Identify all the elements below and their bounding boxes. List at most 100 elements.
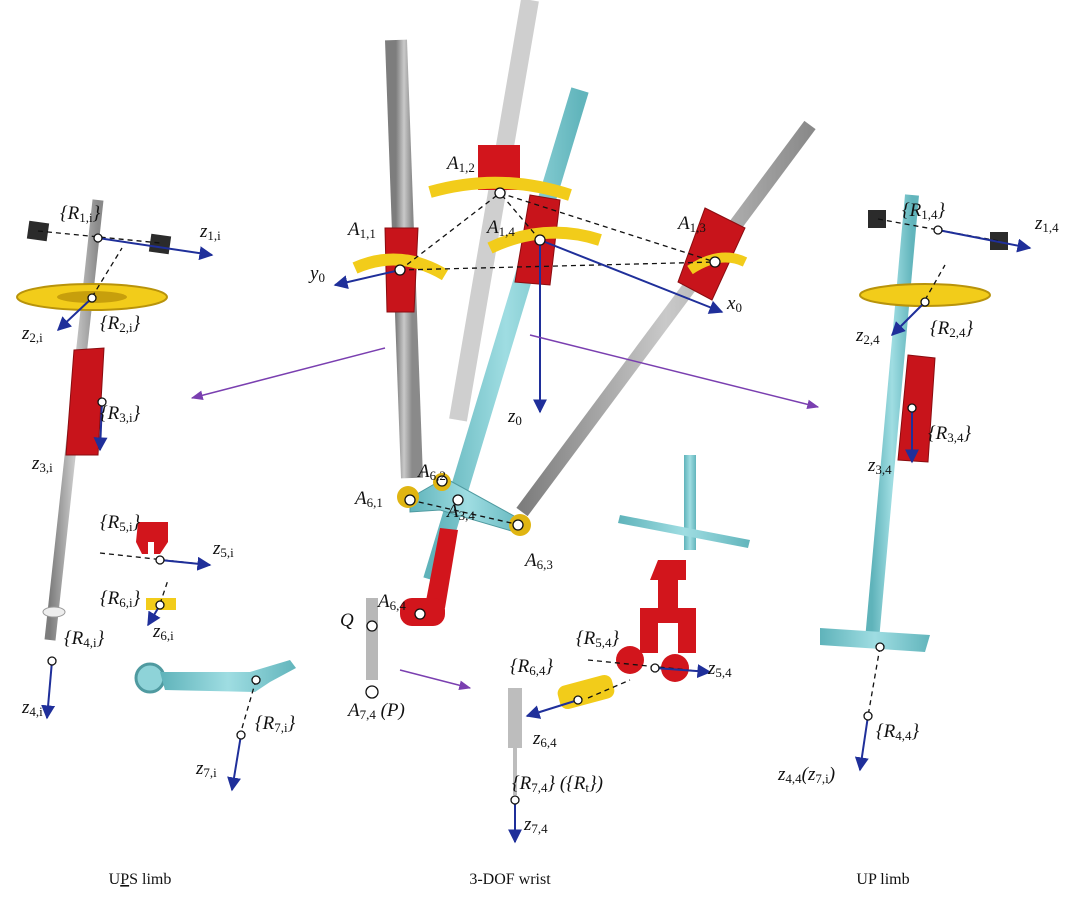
- label-text: UP limb: [856, 871, 909, 888]
- symbol-label: A1,1: [346, 219, 376, 241]
- label-text: {R: [100, 512, 120, 533]
- symbol-label: A1,2: [445, 153, 475, 175]
- label-text: U: [109, 871, 121, 888]
- subscript: 0: [735, 300, 742, 315]
- label-text: S limb: [129, 871, 171, 888]
- symbol-label: x0: [726, 293, 742, 315]
- subscript: 4,i: [83, 635, 97, 650]
- subscript: 5,i: [220, 545, 234, 560]
- symbol-label: A6,1: [353, 488, 383, 510]
- caption: UP limb: [856, 871, 909, 888]
- symbol-label: z5,4: [707, 658, 732, 680]
- subscript: 1,4: [921, 207, 938, 222]
- subscript: 5,4: [595, 635, 612, 650]
- label-text: A: [445, 501, 459, 522]
- label-text: {R: [930, 318, 950, 339]
- subscript: 6,3: [537, 557, 553, 572]
- label-text: }: [937, 200, 945, 221]
- label-text: }: [133, 512, 141, 533]
- label-text: (P): [376, 700, 405, 721]
- label-text: A: [676, 213, 690, 234]
- subscript: 1,3: [690, 220, 706, 235]
- subscript: 6,4: [540, 735, 557, 750]
- subscript: 6,i: [160, 628, 174, 643]
- subscript: 2,i: [119, 320, 133, 335]
- label-text: 3-DOF wrist: [469, 871, 551, 888]
- label-text: }): [589, 773, 603, 794]
- label-text: A: [485, 217, 499, 238]
- symbol-label: {R5,i}: [100, 512, 141, 534]
- symbol-label: {R1,4}: [902, 200, 945, 222]
- symbol-label: A6,3: [523, 550, 553, 572]
- symbol-label: z6,4: [532, 728, 557, 750]
- label-text: A: [445, 153, 459, 174]
- label-text: {R: [902, 200, 922, 221]
- subscript: 0: [515, 413, 522, 428]
- symbol-label: {R2,i}: [100, 313, 141, 335]
- subscript: 7,4: [360, 707, 377, 722]
- symbol-label: z6,i: [152, 621, 174, 643]
- subscript: 7,i: [815, 771, 829, 786]
- label-text: A: [376, 591, 390, 612]
- subscript: 1,4: [499, 224, 516, 239]
- subscript: 1,i: [79, 210, 93, 225]
- subscript: 7,4: [531, 821, 548, 836]
- label-text: Q: [340, 610, 354, 631]
- label-text: (z: [802, 764, 816, 785]
- subscript: 3,i: [119, 410, 133, 425]
- subscript: 6,1: [367, 495, 383, 510]
- label-text: }: [133, 313, 141, 334]
- label-text: {R: [255, 713, 275, 734]
- symbol-label: z3,i: [31, 453, 53, 475]
- symbol-label: {R4,i}: [64, 628, 105, 650]
- symbol-label: y0: [308, 263, 325, 285]
- label-text: A: [346, 219, 360, 240]
- symbol-label: {R7,4} ({Rt}): [512, 773, 603, 795]
- label-text: {R: [100, 313, 120, 334]
- label-text: }: [965, 318, 973, 339]
- label-text: {R: [512, 773, 532, 794]
- symbol-label: {R1,i}: [60, 203, 101, 225]
- symbol-label: A6,2: [416, 461, 446, 483]
- label-text: {R: [928, 423, 948, 444]
- label-text: }: [288, 713, 296, 734]
- label-text: }: [545, 656, 553, 677]
- subscript: 3,4: [459, 508, 476, 523]
- label-text: }: [133, 588, 141, 609]
- symbol-label: z1,i: [199, 221, 221, 243]
- subscript: 5,4: [715, 665, 732, 680]
- label-text: {R: [100, 403, 120, 424]
- subscript: 0: [318, 270, 325, 285]
- symbol-label: z4,i: [21, 697, 43, 719]
- label-text: A: [346, 700, 360, 721]
- subscript: 7,i: [203, 765, 217, 780]
- symbol-label: {R2,4}: [930, 318, 973, 340]
- subscript: 4,4: [785, 771, 802, 786]
- label-text: {R: [876, 721, 896, 742]
- subscript: 1,2: [459, 160, 475, 175]
- symbol-label: {R3,4}: [928, 423, 971, 445]
- label-text: }: [963, 423, 971, 444]
- symbol-label: {R5,4}: [576, 628, 619, 650]
- label-text: }: [93, 203, 101, 224]
- subscript: 6,2: [430, 468, 446, 483]
- symbol-label: z2,i: [21, 323, 43, 345]
- symbol-label: {R7,i}: [255, 713, 296, 735]
- symbol-label: z2,4: [855, 325, 880, 347]
- symbol-label: z4,4(z7,i): [777, 764, 835, 786]
- symbol-label: {R4,4}: [876, 721, 919, 743]
- subscript: 1,4: [1042, 220, 1059, 235]
- label-text: P: [120, 871, 129, 888]
- symbol-label: A7,4 (P): [346, 700, 405, 722]
- label-text: A: [416, 461, 430, 482]
- label-text: {R: [100, 588, 120, 609]
- label-text: A: [523, 550, 537, 571]
- symbol-label: z0: [507, 406, 522, 428]
- right-limb: [820, 195, 1030, 770]
- label-text: } ({R: [547, 773, 585, 794]
- symbol-label: A6,4: [376, 591, 406, 613]
- symbol-label: Q: [340, 610, 354, 631]
- symbol-label: z1,4: [1034, 213, 1059, 235]
- symbol-label: z7,i: [195, 758, 217, 780]
- subscript: 7,4: [531, 780, 548, 795]
